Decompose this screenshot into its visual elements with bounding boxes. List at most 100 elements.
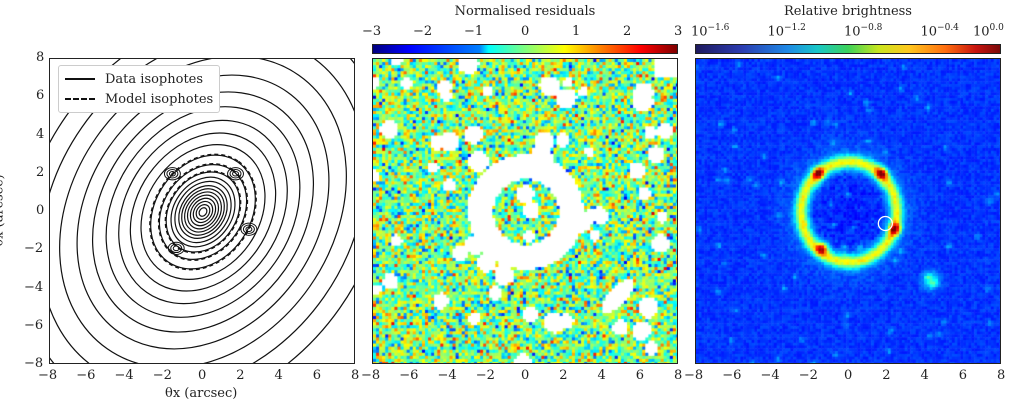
x-tick-label: 2	[882, 368, 891, 383]
data-isophote	[189, 197, 217, 227]
x-tick-label: −6	[722, 368, 742, 383]
data-isophote	[105, 106, 301, 318]
knot-contour	[232, 170, 239, 177]
data-isophote	[91, 91, 315, 333]
overlay	[877, 215, 893, 232]
data-isophote	[183, 191, 223, 233]
model-isophote	[149, 153, 257, 271]
data-isophote	[140, 144, 266, 280]
x-tick-label: 4	[274, 368, 283, 383]
x-axis-label: θx (arcsec)	[165, 386, 238, 401]
colorbar-tick-label: −1	[464, 24, 484, 39]
colorbar-title-brightness: Relative brightness	[784, 4, 912, 19]
colorbar-residuals	[372, 44, 678, 54]
x-tick-label: 6	[958, 368, 968, 383]
colorbar-title-residuals: Normalised residuals	[454, 4, 596, 19]
isophote-panel: Data isophotes Model isophotes	[49, 58, 355, 364]
y-tick-label: −8	[24, 356, 44, 371]
colorbar-brightness	[695, 44, 1001, 54]
x-tick-label: 4	[920, 368, 929, 383]
colorbar-tick-label: 10−1.2	[767, 23, 806, 40]
knot-contour	[172, 245, 180, 252]
y-tick-label: 0	[36, 203, 45, 218]
y-tick-label: 2	[36, 164, 45, 180]
x-tick-label: 0	[844, 368, 853, 383]
colorbar-tick-label: 10−0.8	[844, 23, 883, 40]
data-isophote	[170, 176, 236, 248]
knot-contour	[167, 241, 185, 255]
dashed-line-icon	[65, 98, 95, 100]
colorbar-tick-label: 2	[623, 24, 632, 39]
legend: Data isophotes Model isophotes	[58, 65, 221, 113]
isophote-contours	[50, 59, 354, 363]
data-isophote	[50, 59, 354, 363]
colorbar-tick-label: −3	[362, 24, 382, 39]
marker-circle	[877, 215, 893, 232]
x-tick-label: −8	[38, 368, 58, 383]
knot-contour	[163, 167, 181, 181]
knot-contour	[168, 170, 176, 177]
colorbar-tick-label: 1	[572, 24, 581, 39]
x-tick-label: −8	[361, 368, 381, 383]
data-isophote	[129, 132, 277, 292]
x-tick-label: 8	[997, 368, 1006, 383]
knot-contour	[227, 167, 244, 181]
x-tick-label: −4	[114, 368, 134, 383]
knot-contour	[229, 169, 242, 179]
knot-contour	[242, 224, 255, 234]
knot-contour	[170, 243, 183, 254]
y-tick-label: −4	[24, 279, 44, 295]
x-tick-label: 6	[635, 368, 645, 383]
x-tick-label: −4	[760, 368, 780, 383]
knot-contour	[245, 226, 253, 233]
y-tick-label: 8	[36, 50, 45, 65]
brightness-panel	[695, 58, 1001, 364]
colorbar-tick-label: −2	[413, 24, 433, 39]
x-tick-label: 0	[198, 368, 207, 383]
x-tick-label: 8	[674, 368, 683, 383]
data-isophote	[150, 154, 256, 270]
x-tick-label: −4	[437, 368, 457, 383]
legend-entry-data: Data isophotes	[65, 69, 213, 89]
data-isophote	[195, 204, 211, 220]
data-isophote	[178, 185, 228, 239]
colorbar-tick-label: 3	[674, 24, 683, 39]
data-isophote	[198, 207, 208, 217]
x-tick-label: −6	[399, 368, 419, 383]
knot-contour	[240, 222, 258, 236]
residuals-panel	[372, 58, 678, 364]
legend-entry-model: Model isophotes	[65, 89, 213, 109]
x-tick-label: −2	[152, 368, 172, 383]
data-isophote	[181, 188, 225, 236]
x-tick-label: 2	[236, 368, 245, 383]
x-tick-label: 0	[521, 368, 530, 383]
data-isophote	[174, 180, 232, 244]
data-isophote	[59, 59, 347, 363]
colorbar-tick-label: 100.0	[973, 23, 1004, 40]
residual-map	[373, 59, 677, 363]
data-isophote	[186, 194, 220, 230]
y-tick-label: 4	[36, 126, 45, 142]
data-isophote	[76, 74, 330, 350]
x-tick-label: 4	[597, 368, 606, 383]
y-tick-label: −6	[24, 317, 44, 333]
x-tick-label: −8	[684, 368, 704, 383]
data-isophote	[118, 119, 288, 305]
y-tick-label: 6	[36, 88, 45, 104]
colorbar-tick-label: 10−1.6	[691, 23, 730, 40]
data-isophote	[192, 200, 214, 224]
x-tick-label: 2	[559, 368, 568, 383]
colorbar-tick-label: 0	[521, 24, 530, 39]
data-isophote	[50, 59, 354, 363]
brightness-map	[696, 59, 1000, 363]
x-tick-label: 8	[351, 368, 360, 383]
y-tick-label: −2	[24, 241, 44, 257]
knot-contour	[166, 169, 179, 179]
solid-line-icon	[65, 78, 95, 80]
y-axis-label: θx (arcsec)	[0, 174, 7, 247]
x-tick-label: −6	[76, 368, 96, 383]
x-tick-label: −2	[798, 368, 818, 383]
colorbar-tick-label: 10−0.4	[920, 23, 959, 40]
x-tick-label: −2	[475, 368, 495, 383]
x-tick-label: 6	[312, 368, 322, 383]
